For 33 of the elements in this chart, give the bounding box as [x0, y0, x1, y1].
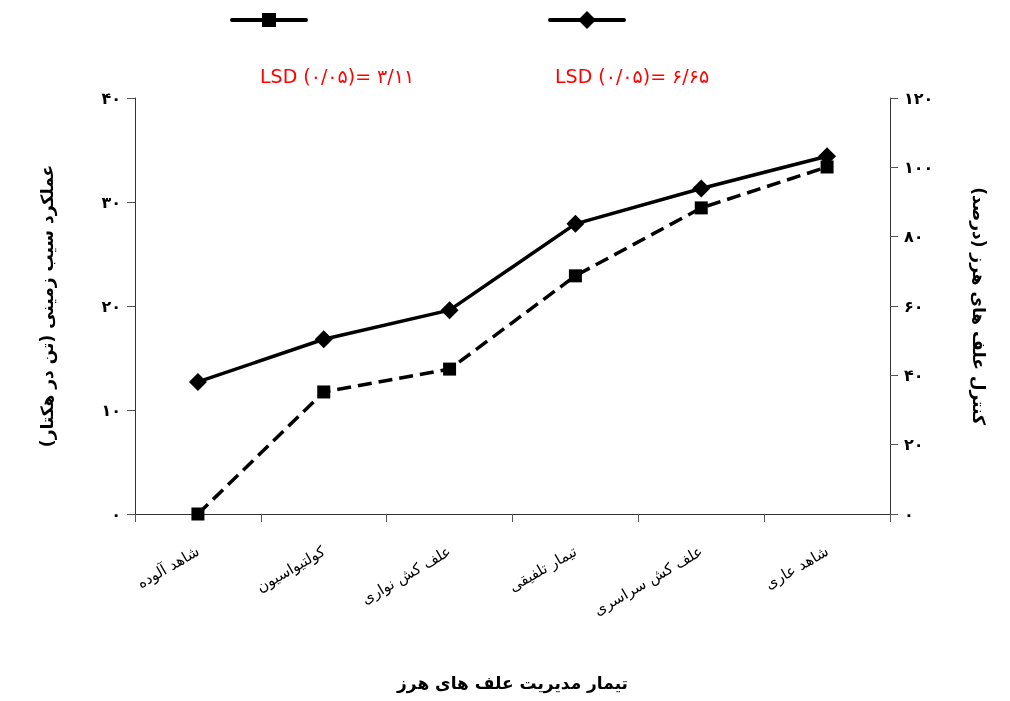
x-tick-label: کولتیواسیون — [253, 541, 329, 596]
y2-tick-label: ۱۲۰ — [904, 88, 934, 108]
y2-axis-title: کنترل علف های هرز (درصد) — [967, 187, 989, 425]
y2-tick-label: ۸۰ — [904, 227, 924, 247]
x-tick-label: شاهد عاری — [761, 542, 832, 593]
point — [694, 201, 708, 215]
y-axis-title: عملکرد سیب زمینی (تن در هکتار) — [36, 164, 58, 448]
y2-tick-label: ۱۰۰ — [904, 157, 934, 177]
text: LSD (۰/۰۵)= ۶/۶۵ — [555, 64, 710, 87]
y-tick-label: ۱۰ — [101, 400, 121, 420]
y2-tick-label: ۶۰ — [904, 296, 924, 316]
point — [188, 372, 207, 391]
point — [440, 301, 459, 320]
point — [443, 362, 457, 376]
point — [568, 269, 582, 283]
y-tick-label: ۰ — [111, 504, 121, 524]
text: LSD (۰/۰۵)= ۳/۱۱ — [260, 64, 415, 87]
point — [566, 214, 585, 233]
x-tick-label: علف کش سراسری — [590, 542, 706, 620]
point — [314, 330, 333, 349]
x-tick-label: شاهد آلوده — [133, 542, 203, 593]
y-tick-label: ۲۰ — [101, 296, 121, 316]
y2-tick-label: ۴۰ — [904, 365, 924, 385]
point — [317, 385, 331, 399]
point — [692, 179, 711, 198]
x-tick-label: تیمار تلفیقی — [505, 542, 580, 596]
x-tick-label: علف کش نواری — [358, 542, 455, 608]
y2-tick-label: ۲۰ — [904, 435, 924, 455]
y-tick-label: ۳۰ — [101, 192, 121, 212]
point — [191, 507, 205, 521]
x-axis-title: تیمار مدیریت علف های هرز — [396, 672, 628, 694]
y-tick-label: ۴۰ — [101, 88, 121, 108]
y2-tick-label: ۰ — [904, 504, 914, 524]
